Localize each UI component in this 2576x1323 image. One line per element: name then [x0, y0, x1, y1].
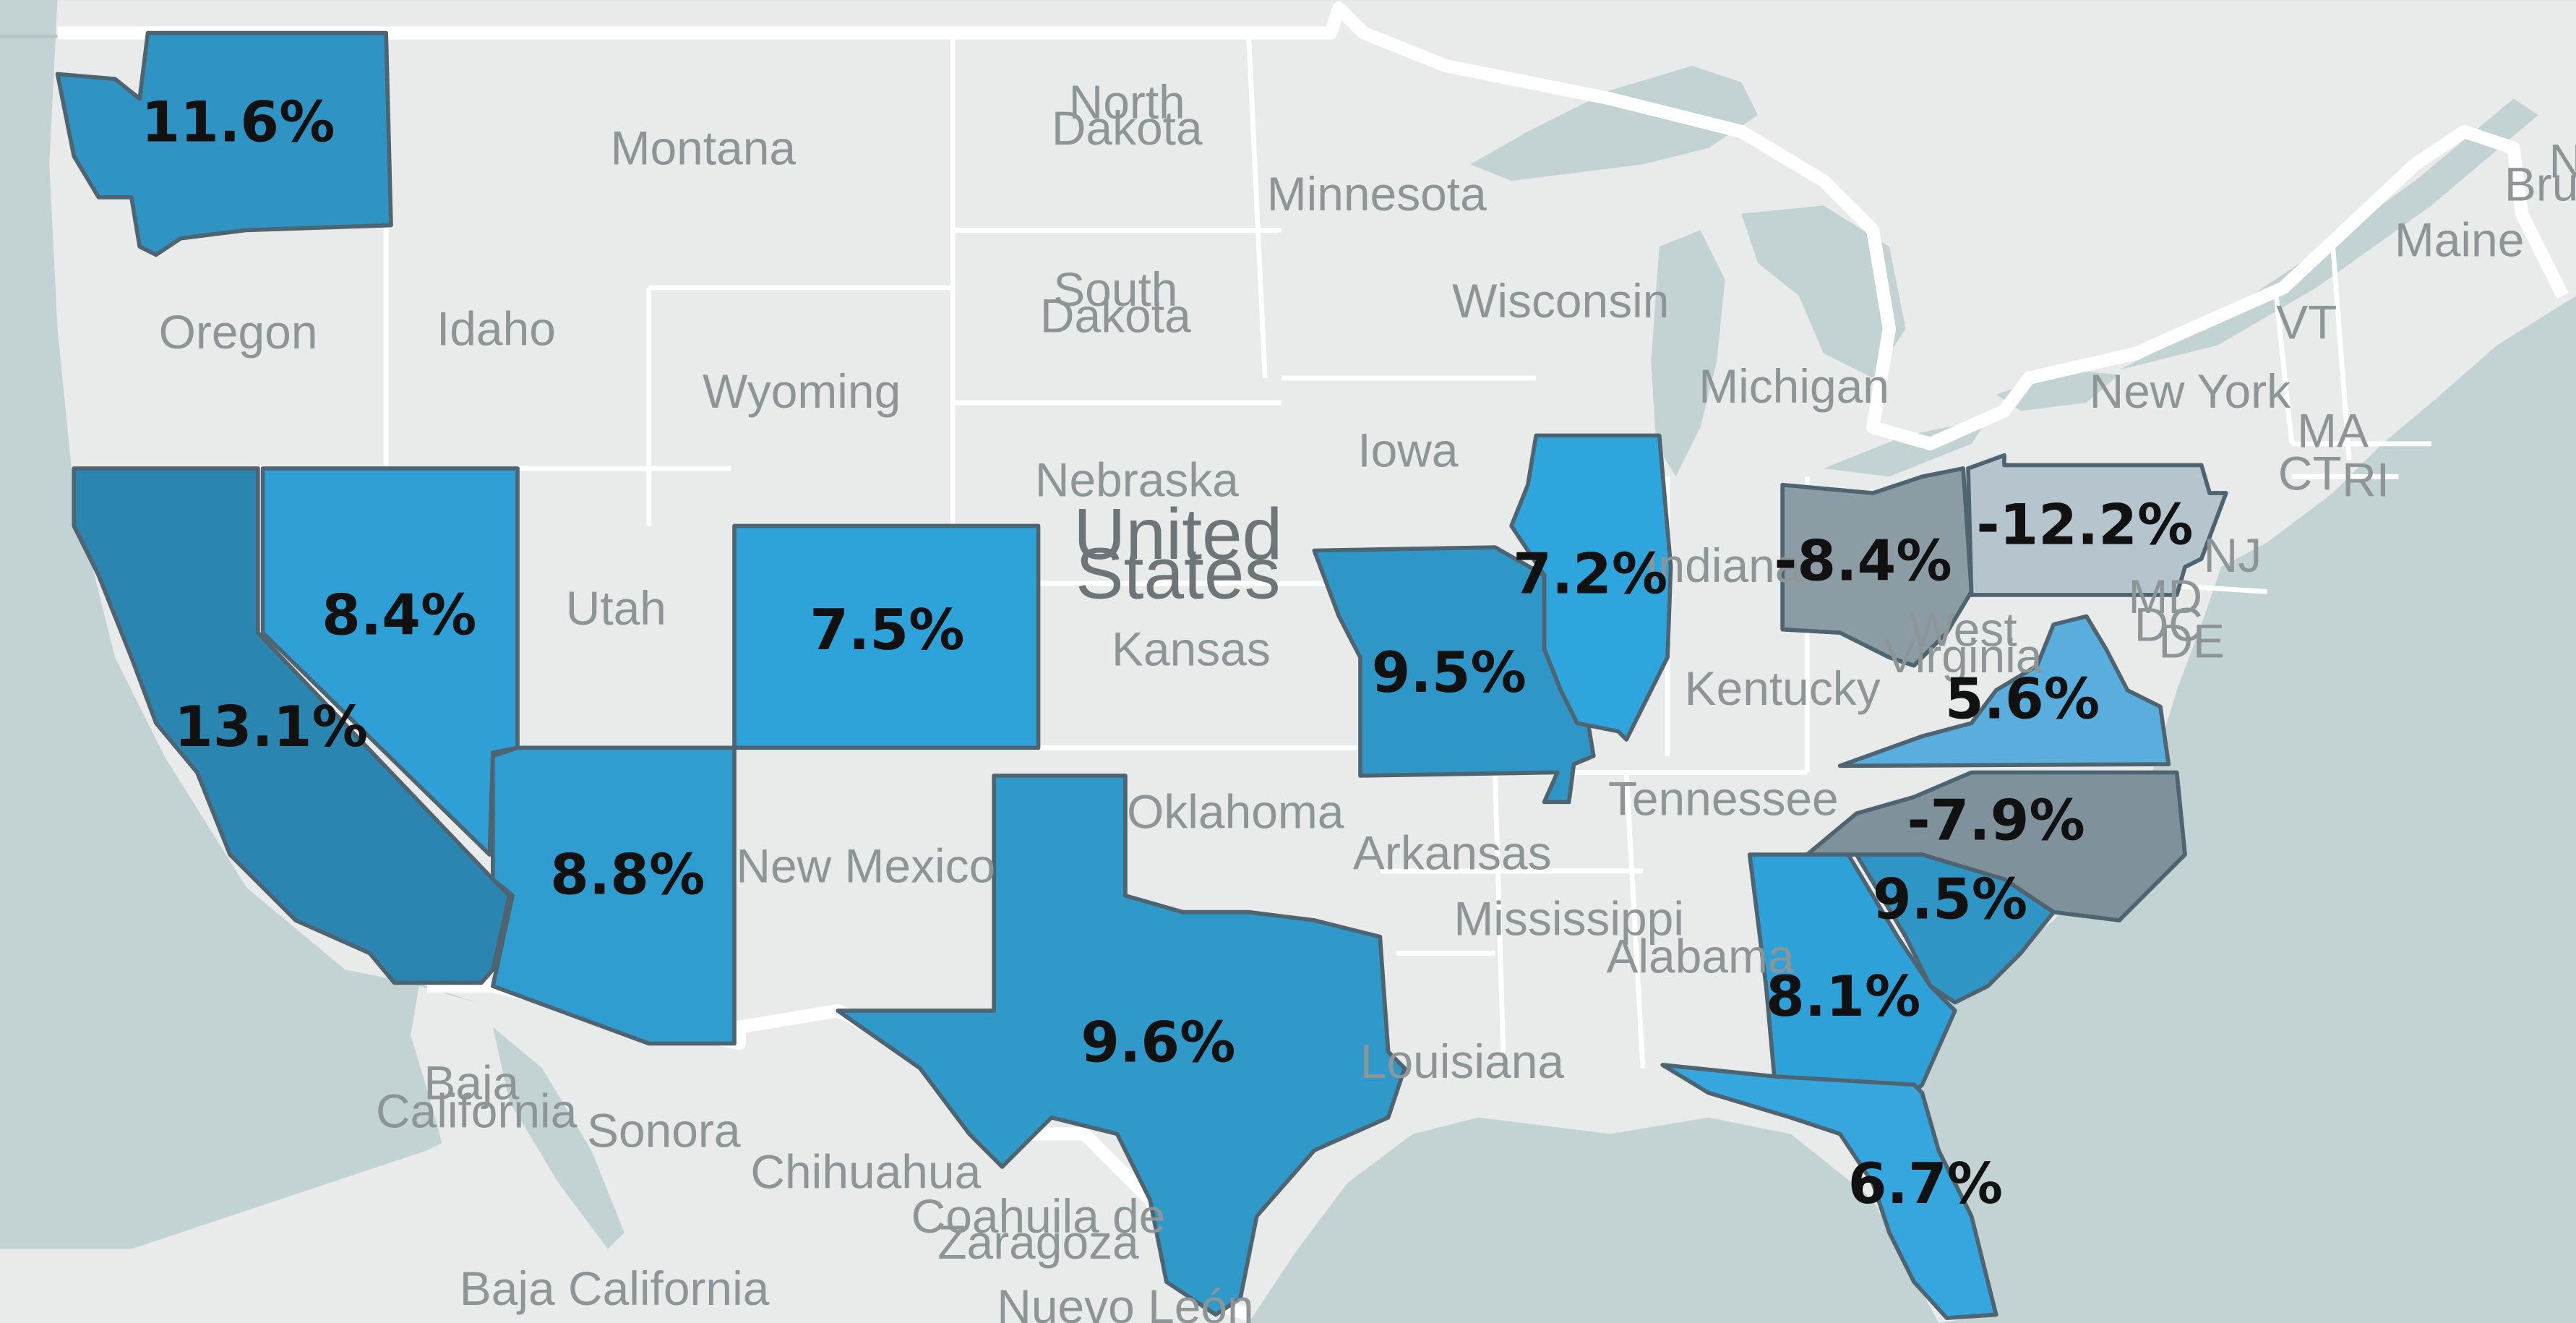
- label-minnesota: Minnesota: [1267, 167, 1487, 220]
- label-montana: Montana: [611, 121, 797, 174]
- label-baja-california-2: California: [376, 1084, 578, 1137]
- label-south-dakota-1: South: [1053, 262, 1177, 316]
- label-oregon: Oregon: [159, 305, 318, 359]
- country-label-line2: States: [1076, 533, 1281, 614]
- label-md: MD: [2129, 570, 2202, 623]
- label-idaho: Idaho: [437, 301, 556, 355]
- value-label-ohio: -8.4%: [1774, 528, 1952, 594]
- state-pennsylvania[interactable]: [1966, 453, 2228, 597]
- label-edge-n: N: [2549, 134, 2576, 188]
- label-new-mexico: New Mexico: [736, 839, 995, 893]
- state-florida[interactable]: [1660, 1063, 1998, 1320]
- value-label-texas: 9.6%: [1081, 1010, 1235, 1075]
- value-label-colorado: 7.5%: [810, 598, 964, 663]
- value-label-pennsylvania: -12.2%: [1976, 492, 2193, 557]
- label-iowa: Iowa: [1357, 424, 1459, 477]
- state-ohio[interactable]: [1780, 466, 1974, 668]
- state-california[interactable]: [72, 466, 512, 985]
- label-sonora: Sonora: [587, 1104, 741, 1157]
- label-kentucky: Kentucky: [1685, 662, 1881, 715]
- label-nuevo-leon: Nuevo León: [997, 1280, 1253, 1323]
- label-nebraska: Nebraska: [1035, 453, 1239, 507]
- lake-ontario: [1996, 369, 2120, 411]
- label-nj: NJ: [2204, 528, 2262, 582]
- baja-peninsula: [411, 985, 543, 1315]
- states-layer[interactable]: [55, 30, 2228, 1320]
- label-de: DE: [2158, 614, 2225, 667]
- state-arizona[interactable]: [491, 745, 737, 1046]
- label-utah: Utah: [566, 581, 666, 635]
- base-labels: Montana North Dakota Minnesota Oregon Id…: [159, 75, 2576, 1323]
- label-north-dakota-2: Dakota: [1052, 101, 1203, 155]
- label-coahuila-2: Zaragoza: [937, 1215, 1139, 1269]
- label-tennessee: Tennessee: [1608, 772, 1839, 826]
- value-label-virginia: 5.6%: [1945, 667, 2100, 732]
- label-maine: Maine: [2395, 213, 2525, 267]
- value-labels: 11.6% 13.1% 8.4% 8.8% 7.5% 9.6% 9.5% 7.2…: [142, 90, 2194, 1217]
- value-label-south-carolina: 9.5%: [1873, 868, 2027, 933]
- label-wyoming: Wyoming: [703, 364, 901, 418]
- label-baja-california-full: Baja California: [460, 1262, 770, 1315]
- label-ct: CT: [2278, 446, 2342, 500]
- label-arkansas: Arkansas: [1353, 826, 1552, 880]
- label-michigan: Michigan: [1699, 359, 1889, 413]
- lake-michigan: [1651, 230, 1725, 477]
- label-alabama: Alabama: [1606, 930, 1794, 983]
- label-oklahoma: Oklahoma: [1127, 785, 1344, 839]
- state-washington[interactable]: [55, 30, 393, 257]
- state-illinois[interactable]: [1509, 433, 1673, 742]
- label-kansas: Kansas: [1112, 622, 1271, 676]
- label-west-virginia-1: West: [1910, 602, 2017, 656]
- label-new-york: New York: [2090, 364, 2291, 418]
- label-ma: MA: [2297, 403, 2369, 457]
- value-label-california: 13.1%: [174, 695, 368, 760]
- label-edge-brun: Brun: [2504, 157, 2576, 210]
- value-label-arizona: 8.8%: [550, 843, 705, 908]
- country-label-line1: United: [1073, 494, 1282, 575]
- label-north-dakota-1: North: [1069, 75, 1185, 129]
- label-vt: VT: [2276, 295, 2337, 348]
- value-label-north-carolina: -7.9%: [1907, 789, 2085, 854]
- state-south-carolina[interactable]: [1854, 852, 2056, 1005]
- label-coahuila-1: Coahuila de: [911, 1189, 1166, 1243]
- label-south-dakota-2: Dakota: [1040, 288, 1191, 342]
- state-nevada[interactable]: [260, 466, 520, 857]
- label-chihuahua: Chihuahua: [750, 1144, 981, 1198]
- value-label-washington: 11.6%: [142, 90, 335, 155]
- value-label-nevada: 8.4%: [322, 583, 476, 648]
- label-baja-california-1: Baja: [424, 1056, 519, 1110]
- value-label-missouri: 9.5%: [1372, 641, 1527, 706]
- state-georgia[interactable]: [1747, 852, 1957, 1095]
- state-virginia[interactable]: [1837, 614, 2171, 768]
- label-dc: DC: [2134, 598, 2203, 651]
- label-wisconsin: Wisconsin: [1452, 274, 1669, 327]
- state-colorado[interactable]: [732, 523, 1041, 750]
- gulf-of-california: [492, 1027, 624, 1249]
- label-louisiana: Louisiana: [1360, 1035, 1565, 1088]
- lake-superior: [1470, 66, 1759, 181]
- value-label-georgia: 8.1%: [1766, 964, 1920, 1029]
- label-indiana: Indiana: [1645, 539, 1802, 592]
- label-mississippi: Mississippi: [1454, 891, 1684, 945]
- lake-huron: [1741, 205, 1906, 378]
- state-texas[interactable]: [836, 774, 1407, 1317]
- label-ri: RI: [2342, 453, 2390, 507]
- value-label-florida: 6.7%: [1848, 1152, 2003, 1217]
- st-lawrence: [2119, 98, 2538, 370]
- label-west-virginia-2: Virginia: [1884, 629, 2043, 682]
- value-label-illinois: 7.2%: [1513, 542, 1667, 607]
